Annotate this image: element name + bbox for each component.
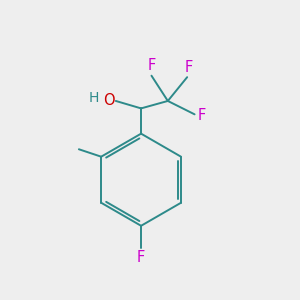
Text: F: F: [198, 108, 206, 123]
Text: F: F: [184, 60, 193, 75]
Text: F: F: [137, 250, 145, 266]
Text: H: H: [89, 91, 100, 105]
Text: F: F: [147, 58, 156, 73]
Text: O: O: [103, 93, 114, 108]
